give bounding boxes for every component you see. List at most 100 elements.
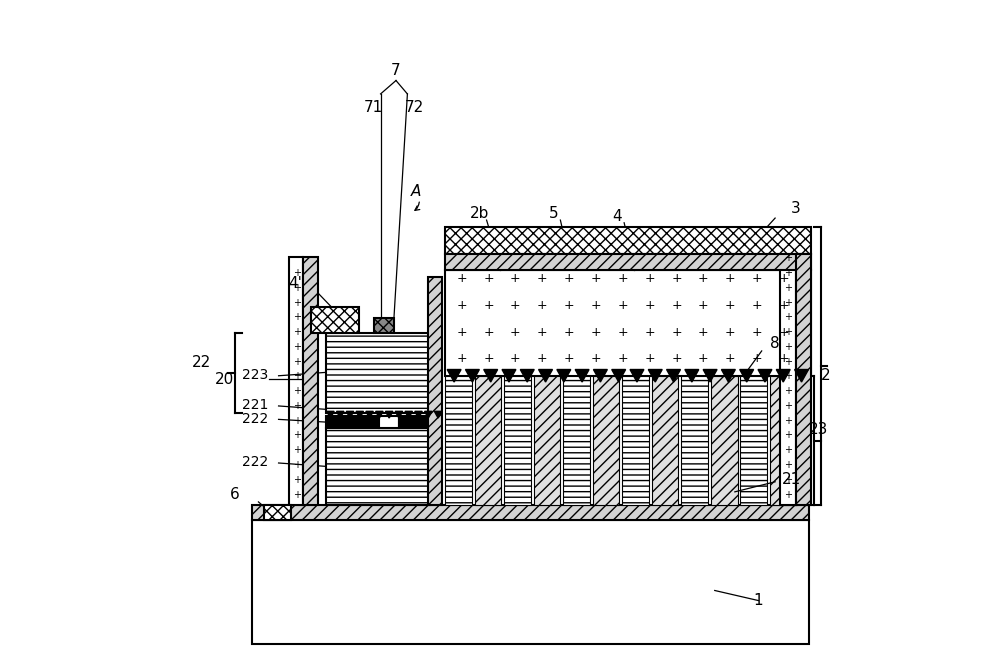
Text: +: + xyxy=(698,272,709,285)
Polygon shape xyxy=(447,370,461,382)
Text: +: + xyxy=(293,268,301,278)
Bar xyxy=(504,376,531,505)
Polygon shape xyxy=(502,370,516,382)
Text: +: + xyxy=(591,325,601,339)
Text: +: + xyxy=(785,357,793,366)
Bar xyxy=(374,318,394,333)
Text: 223: 223 xyxy=(242,368,268,382)
Text: +: + xyxy=(785,416,793,425)
Text: +: + xyxy=(537,325,548,339)
Text: +: + xyxy=(752,272,762,285)
Text: +: + xyxy=(483,325,494,339)
Bar xyxy=(563,376,590,505)
Text: 6: 6 xyxy=(230,487,240,502)
Text: +: + xyxy=(644,272,655,285)
Bar xyxy=(379,416,399,428)
Text: +: + xyxy=(293,386,301,396)
Text: +: + xyxy=(483,272,494,285)
Polygon shape xyxy=(465,370,479,382)
Polygon shape xyxy=(539,370,552,382)
Text: +: + xyxy=(785,372,793,381)
Text: +: + xyxy=(617,352,628,366)
Polygon shape xyxy=(593,370,607,382)
Bar xyxy=(399,416,426,428)
Text: +: + xyxy=(785,431,793,440)
Text: +: + xyxy=(785,327,793,337)
Text: +: + xyxy=(293,431,301,440)
Text: +: + xyxy=(293,298,301,307)
Text: +: + xyxy=(785,460,793,470)
Bar xyxy=(428,277,442,505)
Text: +: + xyxy=(785,446,793,455)
FancyArrowPatch shape xyxy=(415,202,420,211)
Text: +: + xyxy=(785,490,793,499)
Text: +: + xyxy=(671,272,682,285)
Text: +: + xyxy=(698,325,709,339)
Bar xyxy=(770,376,797,505)
Text: +: + xyxy=(293,372,301,381)
Text: +: + xyxy=(644,325,655,339)
Text: +: + xyxy=(293,357,301,366)
Polygon shape xyxy=(356,411,364,418)
Text: +: + xyxy=(779,352,789,366)
Text: +: + xyxy=(293,283,301,293)
Polygon shape xyxy=(575,370,589,382)
Polygon shape xyxy=(721,370,735,382)
Text: +: + xyxy=(644,299,655,312)
Text: +: + xyxy=(510,272,521,285)
Text: +: + xyxy=(617,325,628,339)
Text: +: + xyxy=(293,446,301,455)
Bar xyxy=(445,376,472,505)
Text: 2b: 2b xyxy=(470,206,490,221)
Bar xyxy=(593,376,619,505)
Text: +: + xyxy=(725,299,735,312)
Bar xyxy=(652,376,678,505)
Text: +: + xyxy=(698,299,709,312)
Bar xyxy=(326,333,430,413)
Text: +: + xyxy=(785,401,793,411)
Bar xyxy=(252,505,809,520)
Text: +: + xyxy=(456,352,467,366)
Bar xyxy=(534,376,560,505)
Text: +: + xyxy=(293,460,301,470)
Text: +: + xyxy=(483,352,494,366)
Bar xyxy=(681,376,708,505)
Text: 22: 22 xyxy=(192,355,211,370)
Text: 23: 23 xyxy=(809,422,828,437)
Text: +: + xyxy=(785,342,793,352)
Polygon shape xyxy=(758,370,772,382)
Text: +: + xyxy=(591,299,601,312)
Text: +: + xyxy=(779,325,789,339)
Bar xyxy=(445,254,811,270)
Bar xyxy=(289,257,303,505)
Polygon shape xyxy=(740,370,754,382)
Text: +: + xyxy=(537,272,548,285)
Text: +: + xyxy=(591,272,601,285)
Text: +: + xyxy=(785,283,793,293)
Bar xyxy=(740,376,767,505)
Text: +: + xyxy=(456,325,467,339)
Polygon shape xyxy=(366,411,373,418)
Polygon shape xyxy=(395,411,403,418)
Polygon shape xyxy=(776,370,790,382)
Text: +: + xyxy=(293,327,301,337)
Text: 20: 20 xyxy=(215,372,235,386)
Polygon shape xyxy=(795,370,808,382)
Polygon shape xyxy=(612,370,626,382)
Text: +: + xyxy=(591,352,601,366)
Text: 71: 71 xyxy=(364,100,383,115)
Text: +: + xyxy=(564,272,574,285)
Text: +: + xyxy=(617,272,628,285)
Text: +: + xyxy=(293,416,301,425)
Polygon shape xyxy=(557,370,571,382)
Text: 222: 222 xyxy=(242,412,268,425)
Text: +: + xyxy=(698,352,709,366)
Polygon shape xyxy=(385,411,393,418)
Text: +: + xyxy=(483,299,494,312)
Text: +: + xyxy=(456,272,467,285)
Text: +: + xyxy=(785,268,793,278)
Text: +: + xyxy=(644,352,655,366)
Text: 7: 7 xyxy=(391,63,401,78)
Bar xyxy=(445,227,811,254)
Bar xyxy=(311,307,359,333)
